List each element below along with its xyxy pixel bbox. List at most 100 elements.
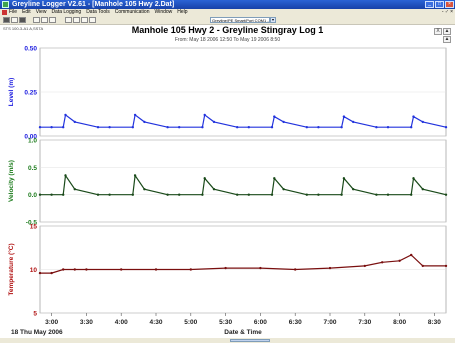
data-point [50, 126, 53, 129]
y-tick-label: 15 [30, 224, 38, 231]
data-point [133, 174, 137, 177]
close-button[interactable]: × [445, 1, 454, 8]
zoom-in-icon[interactable] [65, 17, 72, 23]
scroll-up-button-2[interactable]: ▲ [443, 36, 451, 43]
y-tick-label: 0.50 [24, 46, 37, 53]
data-point [154, 268, 158, 271]
chevron-down-icon[interactable]: ▾ [270, 17, 276, 23]
data-point [85, 268, 88, 271]
document-icon [2, 10, 7, 15]
data-point [120, 268, 123, 271]
data-point [421, 264, 424, 268]
y-tick-label: 0.00 [24, 134, 37, 141]
menu-view[interactable]: View [35, 9, 47, 15]
data-point [189, 268, 192, 271]
data-point [166, 126, 169, 129]
y-axis-label: Temperature (°C) [7, 243, 15, 295]
data-point [73, 268, 77, 271]
data-point [273, 115, 276, 118]
data-point [131, 193, 134, 196]
data-point [410, 253, 413, 257]
data-point [247, 126, 250, 129]
data-point [340, 126, 343, 129]
menu-window[interactable]: Window [154, 9, 173, 15]
y-tick-label: 5 [33, 311, 37, 318]
new-icon[interactable] [3, 17, 10, 23]
data-point [317, 126, 320, 129]
data-point [305, 126, 308, 129]
data-point [328, 266, 332, 270]
data-point [444, 264, 448, 268]
series-line [40, 254, 446, 274]
graph-icon[interactable] [41, 17, 48, 23]
data-point [96, 193, 100, 196]
data-point [73, 188, 77, 191]
chart-subtitle: From: May 18 2006 12:50 To May 19 2006 8… [174, 37, 281, 43]
data-point [143, 188, 146, 191]
window-title: Greyline Logger V2.61 - [Manhole 105 Hwy… [12, 1, 175, 8]
data-point [340, 193, 343, 196]
data-point [398, 259, 401, 262]
title-bar: Greyline Logger V2.61 - [Manhole 105 Hwy… [0, 0, 455, 9]
data-point [282, 120, 285, 124]
app-icon [2, 1, 9, 8]
data-point [212, 120, 216, 124]
toolbar: Greyline/PE Smart/Port COM1 - 38.4K bps … [0, 16, 455, 25]
menu-edit[interactable]: Edit [22, 9, 31, 15]
pan-icon[interactable] [81, 17, 88, 23]
x-tick-label: 7:30 [358, 319, 371, 326]
data-point [342, 177, 346, 180]
report-icon[interactable] [49, 17, 56, 23]
data-point [342, 115, 346, 118]
x-tick-label: 8:00 [393, 319, 406, 326]
menu-data-tools[interactable]: Data Tools [86, 9, 110, 15]
date-label: 18 Thu May 2006 [11, 329, 63, 336]
data-point [108, 193, 111, 196]
chart-title: Manhole 105 Hwy 2 - Greyline Stingray Lo… [131, 25, 324, 35]
menu-file[interactable]: File [9, 9, 18, 15]
y-tick-label: 10 [30, 267, 38, 274]
scroll-up-button[interactable]: ▲ [443, 28, 451, 35]
data-point [64, 113, 67, 117]
data-point [62, 193, 65, 196]
minimize-button[interactable]: _ [425, 1, 434, 8]
data-point [224, 266, 227, 270]
menu-help[interactable]: Help [177, 9, 188, 15]
print-icon[interactable] [89, 17, 96, 23]
data-point [143, 120, 146, 124]
data-point [212, 188, 216, 191]
x-tick-label: 6:00 [254, 319, 267, 326]
data-point [282, 188, 285, 191]
data-point [375, 193, 378, 196]
zoom-out-icon[interactable] [73, 17, 80, 23]
chart-close-button[interactable]: X [434, 28, 442, 35]
menu-communication[interactable]: Communication [114, 9, 150, 15]
maximize-button[interactable]: □ [435, 1, 444, 8]
menu-data-logging[interactable]: Data Logging [51, 9, 82, 15]
y-tick-label: -0.5 [26, 220, 38, 227]
data-point [270, 193, 274, 196]
horizontal-scrollbar[interactable] [0, 338, 455, 343]
table-icon[interactable] [33, 17, 40, 23]
scrollbar-thumb[interactable] [230, 339, 270, 342]
connection-combo[interactable]: Greyline/PE Smart/Port COM1 - 38.4K bps [210, 17, 270, 23]
data-point [352, 120, 355, 124]
open-icon[interactable] [11, 17, 18, 23]
data-point [50, 193, 53, 196]
data-point [201, 126, 204, 129]
mdi-controls[interactable]: - ♂ × [441, 9, 453, 15]
data-point [381, 261, 384, 264]
data-point [178, 126, 181, 129]
data-point [247, 193, 250, 196]
data-point [412, 177, 415, 180]
window-controls: _ □ × [425, 1, 454, 8]
data-point [166, 193, 169, 196]
data-point [64, 174, 67, 177]
data-point [96, 126, 100, 129]
data-point [236, 126, 239, 129]
save-icon[interactable] [19, 17, 26, 23]
data-point [259, 266, 262, 270]
data-point [352, 188, 355, 191]
